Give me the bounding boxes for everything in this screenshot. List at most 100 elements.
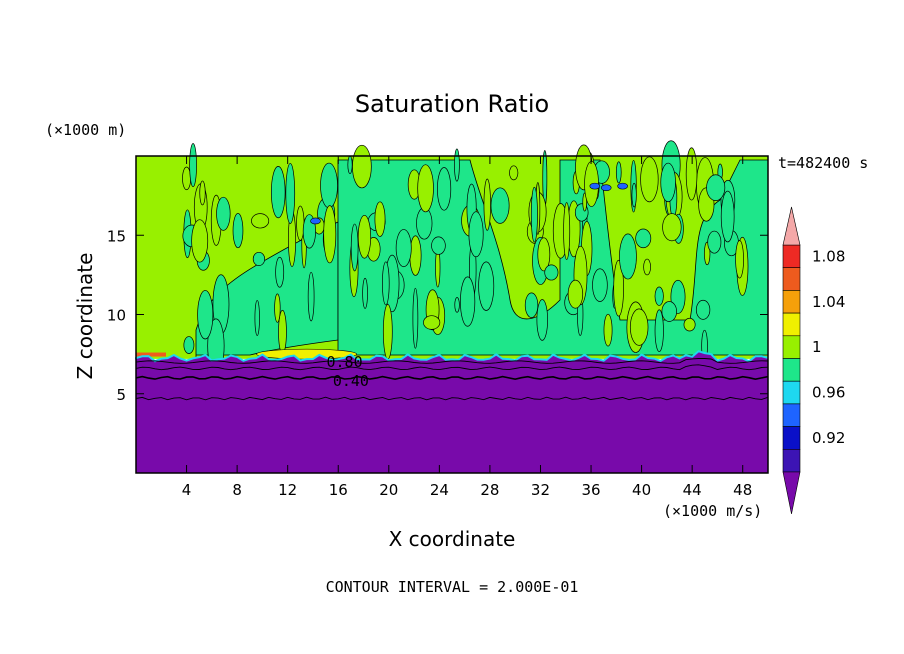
- cloud-cell: [619, 233, 637, 280]
- cloud-cell: [662, 213, 682, 242]
- contour-labels: 0.800.40: [326, 353, 368, 390]
- cloud-cell: [460, 276, 476, 327]
- contour-interval-footer: CONTOUR INTERVAL = 2.000E-01: [326, 578, 579, 596]
- cloud-cell: [191, 219, 209, 263]
- cloud-cell: [536, 299, 548, 341]
- cloud-cell: [695, 299, 711, 320]
- contour-line: [135, 364, 769, 371]
- x-tick-label: 8: [232, 481, 242, 499]
- contour-label: 0.40: [333, 372, 369, 390]
- cloud-cell: [352, 144, 372, 189]
- y-axis: 5 10 15: [107, 227, 768, 404]
- cloud-cell: [254, 299, 260, 336]
- cloud-cell: [423, 315, 441, 330]
- cloud-cell: [275, 256, 285, 288]
- cloud-cell: [189, 143, 197, 188]
- saturation-field: [136, 140, 769, 473]
- cloud-cell: [643, 258, 651, 276]
- x-unit-label: (×1000 m/s): [663, 502, 762, 520]
- colorbar-top-arrow: [782, 206, 801, 246]
- colorbar-bin: [782, 380, 801, 405]
- cloud-cell: [490, 187, 510, 224]
- low-saturation-patch: [617, 182, 628, 190]
- cloud-cell: [544, 264, 559, 281]
- x-tick-label: 32: [531, 481, 550, 499]
- x-tick-label: 20: [379, 481, 398, 499]
- cloud-cell: [683, 317, 696, 332]
- x-tick-label: 36: [581, 481, 600, 499]
- cloud-cell: [374, 201, 386, 237]
- cloud-cell: [270, 166, 286, 219]
- y-tick-label: 15: [107, 227, 126, 245]
- x-tick-label: 4: [182, 481, 192, 499]
- colorbar-bottom-arrow: [782, 471, 801, 515]
- colorbar-label: 0.96: [812, 384, 845, 402]
- cloud-cell: [478, 261, 495, 311]
- x-tick-label: 28: [480, 481, 499, 499]
- x-tick-label: 24: [430, 481, 449, 499]
- plot-area: 0.800.40: [135, 140, 769, 474]
- y-tick-label: 10: [107, 307, 126, 325]
- contour-line: [135, 396, 769, 401]
- cloud-cell: [382, 261, 390, 306]
- colorbar-bin: [782, 244, 801, 269]
- low-saturation-patch: [310, 217, 321, 225]
- colorbar-label: 1.08: [812, 247, 845, 265]
- cloud-cell: [454, 297, 460, 313]
- cloud-cell: [437, 167, 452, 211]
- chart-title: Saturation Ratio: [355, 90, 549, 118]
- cloud-cell: [615, 161, 622, 184]
- x-axis-label: X coordinate: [389, 527, 516, 551]
- cloud-cell: [592, 268, 608, 302]
- cloud-cell: [707, 230, 722, 254]
- cloud-cell: [563, 202, 571, 260]
- cloud-cell: [412, 287, 419, 349]
- contour-lines: [135, 350, 769, 401]
- colorbar-label: 1.04: [812, 293, 845, 311]
- colorbar-bin: [782, 312, 801, 337]
- cloud-cell: [537, 237, 551, 272]
- y-axis-label: Z coordinate: [73, 253, 97, 380]
- colorbar-bin: [782, 426, 801, 450]
- colorbar-label: 1: [812, 338, 822, 356]
- colorbar-bin: [782, 335, 801, 359]
- x-axis: 4 8 12 16 20 24 28 32 36 40 44 48: [182, 156, 752, 499]
- colorbar-label: 0.92: [812, 429, 845, 447]
- cloud-cell: [635, 228, 652, 249]
- x-tick-label: 16: [329, 481, 348, 499]
- cloud-cell: [216, 196, 231, 231]
- cloud-cell: [613, 259, 624, 317]
- cloud-cell: [631, 182, 637, 208]
- cloud-cell: [567, 279, 584, 309]
- y-tick-label: 5: [116, 386, 126, 404]
- y-unit-label: (×1000 m): [45, 121, 126, 139]
- x-tick-label: 40: [632, 481, 651, 499]
- x-tick-label: 12: [278, 481, 297, 499]
- cloud-cell: [382, 304, 393, 360]
- cloud-cell: [199, 180, 206, 206]
- cloud-cell: [357, 214, 372, 259]
- cloud-cell: [183, 336, 195, 354]
- cyan-boundary: [135, 350, 769, 363]
- cloud-cell: [431, 236, 446, 255]
- cloud-cell: [274, 293, 281, 323]
- cloud-cell: [685, 147, 698, 201]
- cloud-cell: [252, 251, 266, 266]
- cloud-cell: [735, 240, 744, 279]
- cloud-cell: [395, 229, 412, 268]
- cloud-cell: [232, 213, 244, 249]
- cloud-cell: [524, 292, 539, 318]
- cloud-cell: [660, 162, 676, 203]
- cloud-cell: [468, 211, 484, 258]
- cloud-cell: [251, 213, 270, 229]
- cloud-cell: [307, 271, 315, 322]
- cloud-cell: [483, 178, 491, 231]
- cloud-cell: [454, 148, 460, 182]
- contour-line: [135, 375, 769, 381]
- dry-region: [136, 351, 768, 473]
- colorbar-bin: [782, 403, 801, 427]
- cloud-cell: [640, 156, 659, 203]
- cloud-cell: [417, 164, 434, 213]
- cloud-cell: [362, 277, 368, 309]
